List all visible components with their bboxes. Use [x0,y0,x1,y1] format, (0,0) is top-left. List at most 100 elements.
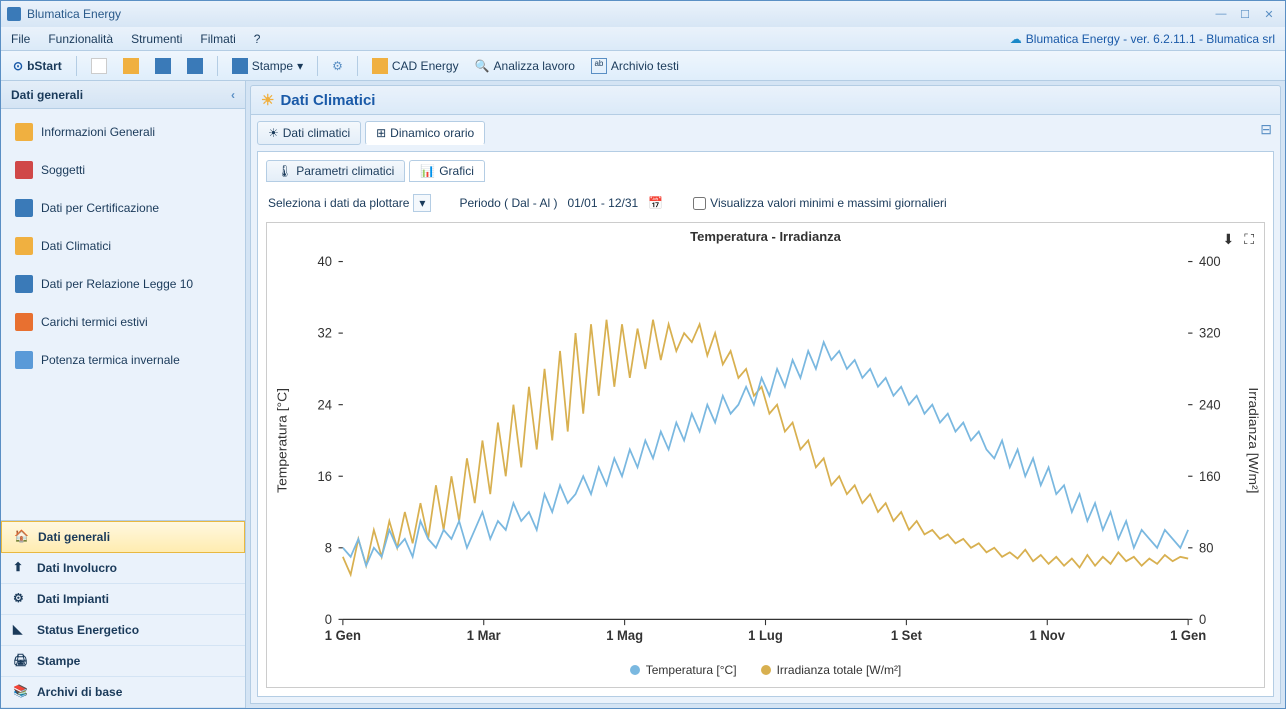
play-icon: ⊙ [13,59,23,73]
tree-icon [15,275,33,293]
sidebar-item[interactable]: Soggetti [5,153,241,187]
minmax-checkbox[interactable]: Visualizza valori minimi e massimi giorn… [693,196,947,210]
bottom-nav-item[interactable]: 📚Archivi di base [1,677,245,708]
cad-button[interactable]: CAD Energy [366,56,465,76]
content-body: ⊟ ☀Dati climatici⊞Dinamico orario 🌡 Param… [250,115,1281,704]
chart-svg: 08162432400801602403204001 Gen1 Mar1 Mag… [267,250,1264,654]
collapse-icon[interactable]: ‹ [231,88,235,102]
maximize-button[interactable]: ☐ [1235,7,1255,21]
legend-item[interactable]: Irradianza totale [W/m²] [761,663,902,677]
toolbar: ⊙ bStart Stampe ▾ ⚙ CAD Energy 🔍 Analizz… [1,51,1285,81]
tab-icon: ☀ [268,126,279,140]
calendar-icon[interactable]: 📅 [648,196,663,210]
window-controls: — ☐ ✕ [1211,7,1279,21]
settings-button[interactable]: ⚙ [326,57,349,75]
tree-label: Informazioni Generali [41,125,155,139]
sidebar-item[interactable]: Carichi termici estivi [5,305,241,339]
sidebar-item[interactable]: Dati per Certificazione [5,191,241,225]
separator [76,56,77,76]
nav-label: Archivi di base [37,685,122,699]
tree-label: Carichi termici estivi [41,315,148,329]
svg-text:16: 16 [318,468,332,483]
bottom-nav-item[interactable]: 🏠Dati generali [1,521,245,553]
download-icon[interactable]: ⬇ [1222,231,1234,248]
bottom-nav-item[interactable]: ◣ Status Energetico [1,615,245,646]
nav-icon: ◣ [13,622,29,638]
svg-text:1 Gen: 1 Gen [325,628,361,643]
bottom-nav-item[interactable]: ⚙ Dati Impianti [1,584,245,615]
stampe-button[interactable]: Stampe ▾ [226,56,309,76]
bottom-nav-item[interactable]: 🖨Stampe [1,646,245,677]
sidebar-item[interactable]: Potenza termica invernale [5,343,241,377]
tree-icon [15,237,33,255]
svg-text:1 Mar: 1 Mar [467,628,502,643]
nav-label: Status Energetico [37,623,139,637]
inner-panel: 🌡 Parametri climatici 📊Grafici Seleziona i… [257,151,1274,697]
periodo-value: 01/01 - 12/31 [567,196,638,210]
subtab-label: Parametri climatici [296,164,394,178]
tab[interactable]: ☀Dati climatici [257,121,361,145]
sidebar-item[interactable]: Informazioni Generali [5,115,241,149]
app-title: Blumatica Energy [27,7,121,21]
chevron-down-icon: ▾ [297,59,303,73]
menu-help[interactable]: ? [254,32,261,46]
saveas-button[interactable] [181,56,209,76]
minmax-checkbox-input[interactable] [693,197,706,210]
menu-file[interactable]: File [11,32,30,46]
save-icon [155,58,171,74]
subtab[interactable]: 🌡 Parametri climatici [266,160,405,182]
archivio-button[interactable]: ab Archivio testi [585,56,685,76]
menu-strumenti[interactable]: Strumenti [131,32,182,46]
tree-icon [15,313,33,331]
chevron-down-icon[interactable]: ▾ [413,194,431,212]
brand-icon: ☁ [1010,32,1022,46]
nav-label: Dati Involucro [37,561,117,575]
fullscreen-icon[interactable]: ⛶ [1244,231,1254,248]
main-area: Dati generali ‹ Informazioni Generali Sog… [1,81,1285,708]
pin-icon[interactable]: ⊟ [1260,121,1272,138]
open-button[interactable] [117,56,145,76]
tab[interactable]: ⊞Dinamico orario [365,121,485,145]
sidebar-item[interactable]: Dati Climatici [5,229,241,263]
legend-label: Temperatura [°C] [646,663,737,677]
nav-icon: ⚙ [13,591,29,607]
sidebar-item[interactable]: Dati per Relazione Legge 10 [5,267,241,301]
svg-text:400: 400 [1199,254,1221,269]
svg-text:24: 24 [318,397,333,412]
save-button[interactable] [149,56,177,76]
svg-text:240: 240 [1199,397,1221,412]
titlebar: Blumatica Energy — ☐ ✕ [1,1,1285,27]
legend-dot [761,665,771,675]
plot-selector[interactable]: Seleziona i dati da plottare ▾ [268,194,431,212]
sidebar-header: Dati generali ‹ [1,81,245,109]
svg-text:1 Set: 1 Set [891,628,923,643]
chart-title: Temperatura - Irradianza [267,223,1264,250]
chart-area: Temperatura - Irradianza ⬇ ⛶ 08162432400… [266,222,1265,688]
analizza-button[interactable]: 🔍 Analizza lavoro [469,57,581,75]
nav-icon: 🖨 [13,653,29,669]
svg-text:8: 8 [325,540,332,555]
tree-icon [15,161,33,179]
content-header: ☀ Dati Climatici [250,85,1281,115]
bstart-button[interactable]: ⊙ bStart [7,57,68,75]
svg-text:1 Lug: 1 Lug [748,628,783,643]
legend-dot [630,665,640,675]
subtab-icon: 🌡 [277,164,292,178]
tree-label: Dati per Certificazione [41,201,159,215]
menu-funzionalita[interactable]: Funzionalità [48,32,113,46]
subtab[interactable]: 📊Grafici [409,160,485,182]
close-button[interactable]: ✕ [1259,7,1279,21]
bottom-nav-item[interactable]: ⬆Dati Involucro [1,553,245,584]
legend-item[interactable]: Temperatura [°C] [630,663,737,677]
new-button[interactable] [85,56,113,76]
minimize-button[interactable]: — [1211,7,1231,21]
nav-label: Dati generali [38,530,110,544]
svg-text:160: 160 [1199,468,1221,483]
svg-text:0: 0 [1199,612,1206,627]
app-icon [7,7,21,21]
svg-text:40: 40 [318,254,332,269]
menu-filmati[interactable]: Filmati [200,32,235,46]
nav-label: Dati Impianti [37,592,109,606]
separator [317,56,318,76]
svg-text:320: 320 [1199,325,1221,340]
